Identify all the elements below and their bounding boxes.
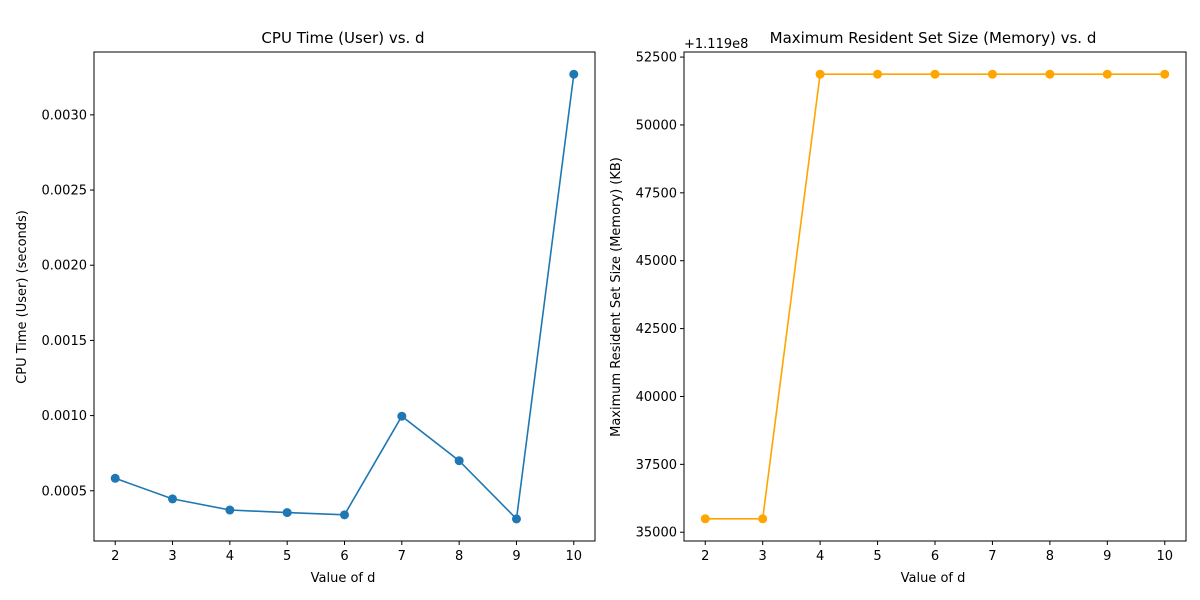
cpu-data-point (511, 514, 521, 524)
cpu-y-tick-label: 0.0010 (42, 409, 88, 424)
memory-data-point (815, 69, 825, 79)
cpu-data-point (569, 69, 579, 79)
cpu-plot-frame (93, 51, 596, 542)
memory-x-tick-label: 2 (701, 549, 709, 564)
memory-chart-title: Maximum Resident Set Size (Memory) vs. d (770, 29, 1097, 47)
memory-data-point (1160, 69, 1170, 79)
cpu-x-axis-label: Value of d (311, 571, 376, 586)
cpu-y-tick-label: 0.0030 (42, 108, 88, 123)
memory-plot-frame (683, 51, 1187, 542)
cpu-data-point (225, 505, 235, 515)
cpu-y-tick-label: 0.0025 (42, 184, 88, 199)
cpu-y-tick-label: 0.0005 (42, 484, 88, 499)
cpu-x-tick-label: 7 (398, 549, 406, 564)
cpu-ticks: 2 3 4 5 6 7 8 9 10 0.0005 0.0010 0.0015 0.0020 0.0025… (42, 108, 583, 564)
memory-data-point (1045, 69, 1055, 79)
memory-series (700, 69, 1170, 524)
memory-chart: Maximum Resident Set Size (Memory) vs. d… (609, 29, 1187, 586)
cpu-x-tick-label: 9 (512, 549, 520, 564)
cpu-data-point (340, 510, 349, 520)
cpu-x-tick-label: 5 (283, 549, 291, 564)
cpu-x-tick-label: 4 (226, 549, 234, 564)
cpu-y-axis-label: CPU Time (User) (seconds) (15, 210, 30, 384)
memory-x-axis-label: Value of d (901, 571, 966, 586)
memory-data-point (930, 69, 940, 79)
memory-data-point (1102, 69, 1112, 79)
memory-y-offset-text: +1.119e8 (684, 37, 748, 52)
cpu-y-tick-label: 0.0015 (42, 334, 88, 349)
memory-x-tick-label: 5 (873, 549, 881, 564)
cpu-x-tick-label: 2 (111, 549, 119, 564)
cpu-data-point (110, 473, 120, 483)
cpu-series (110, 69, 579, 524)
memory-data-point (987, 69, 997, 79)
memory-x-tick-label: 6 (931, 549, 939, 564)
memory-data-point (758, 514, 768, 524)
memory-y-tick-label: 35000 (636, 526, 677, 541)
memory-y-axis-label: Maximum Resident Set Size (Memory) (KB) (609, 157, 624, 437)
cpu-data-point (454, 456, 464, 466)
memory-x-tick-label: 7 (988, 549, 996, 564)
memory-x-tick-label: 9 (1103, 549, 1111, 564)
memory-y-tick-label: 37500 (636, 458, 677, 473)
cpu-y-tick-label: 0.0020 (42, 259, 88, 274)
cpu-chart-title: CPU Time (User) vs. d (261, 29, 424, 47)
memory-x-tick-label: 10 (1156, 549, 1173, 564)
memory-y-tick-label: 45000 (636, 254, 677, 269)
cpu-data-point (397, 411, 407, 421)
cpu-x-tick-label: 6 (340, 549, 348, 564)
cpu-data-point (168, 494, 178, 504)
memory-x-tick-label: 4 (816, 549, 824, 564)
cpu-time-chart: CPU Time (User) vs. d Value of d CPU Tim… (15, 29, 596, 586)
memory-x-tick-label: 3 (759, 549, 767, 564)
cpu-x-tick-label: 8 (455, 549, 463, 564)
memory-y-tick-label: 50000 (636, 118, 677, 133)
memory-x-tick-label: 8 (1046, 549, 1054, 564)
memory-data-point (700, 514, 710, 524)
memory-y-tick-label: 52500 (636, 51, 677, 66)
memory-y-tick-label: 42500 (636, 322, 677, 337)
cpu-data-point (282, 508, 292, 518)
memory-ticks: 2 3 4 5 6 7 8 9 10 35000 37500 40000 42500 45000 47500… (636, 51, 1173, 564)
memory-y-tick-label: 47500 (636, 186, 677, 201)
memory-data-point (873, 69, 883, 79)
cpu-x-tick-label: 3 (168, 549, 176, 564)
memory-y-tick-label: 40000 (636, 390, 677, 405)
cpu-x-tick-label: 10 (566, 549, 583, 564)
